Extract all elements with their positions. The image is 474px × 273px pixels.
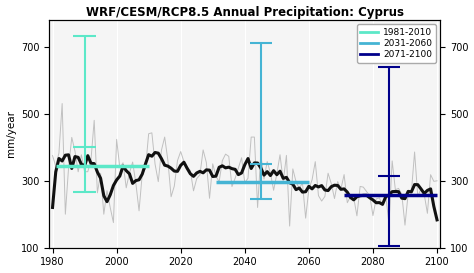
Y-axis label: mm/year: mm/year — [6, 110, 16, 157]
Legend: 1981-2010, 2031-2060, 2071-2100: 1981-2010, 2031-2060, 2071-2100 — [357, 24, 436, 63]
Title: WRF/CESM/RCP8.5 Annual Precipitation: Cyprus: WRF/CESM/RCP8.5 Annual Precipitation: Cy… — [86, 5, 404, 19]
